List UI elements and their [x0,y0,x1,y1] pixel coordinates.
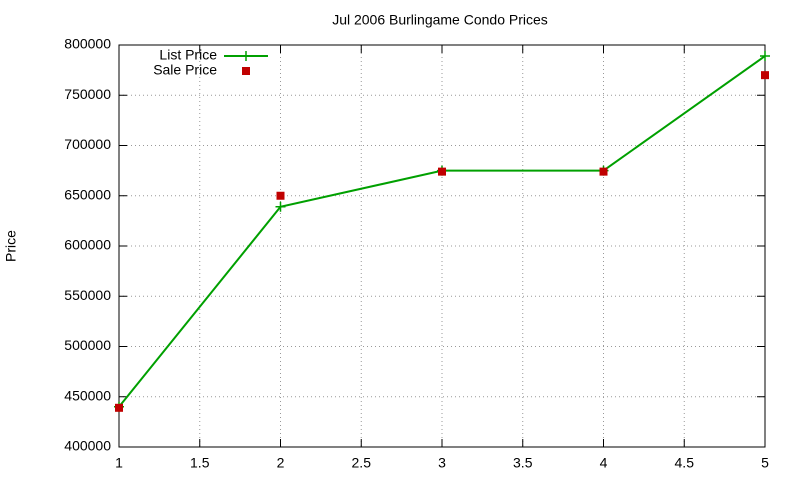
x-tick-label: 3 [438,455,446,471]
y-tick-label: 800000 [64,36,111,52]
x-tick-label: 2 [277,455,285,471]
y-tick-label: 700000 [64,136,111,152]
legend-label: Sale Price [153,62,217,78]
y-tick-label: 650000 [64,186,111,202]
x-tick-label: 4.5 [675,455,695,471]
legend-marker [241,51,251,61]
plot-frame [118,44,766,448]
legend-label: List Price [159,47,217,63]
y-tick-label: 550000 [64,287,111,303]
data-point [438,167,446,176]
y-axis-label: Price [3,230,19,262]
legend-marker [242,67,250,75]
y-tick-label: 750000 [64,86,111,102]
y-tick-label: 450000 [64,387,111,403]
x-tick-label: 2.5 [352,455,372,471]
data-point [115,403,123,412]
y-tick-label: 500000 [64,337,111,353]
data-point [276,191,285,200]
x-tick-label: 1 [115,455,123,471]
x-tick-label: 5 [761,455,769,471]
x-tick-label: 1.5 [190,455,210,471]
chart-title: Jul 2006 Burlingame Condo Prices [332,12,548,28]
x-tick-label: 4 [600,455,608,471]
data-point [761,71,769,80]
data-point [275,201,286,212]
data-point [760,51,770,62]
x-tick-label: 3.5 [513,455,533,471]
data-point [599,167,608,176]
y-tick-label: 600000 [64,237,111,253]
y-tick-label: 400000 [64,438,111,454]
